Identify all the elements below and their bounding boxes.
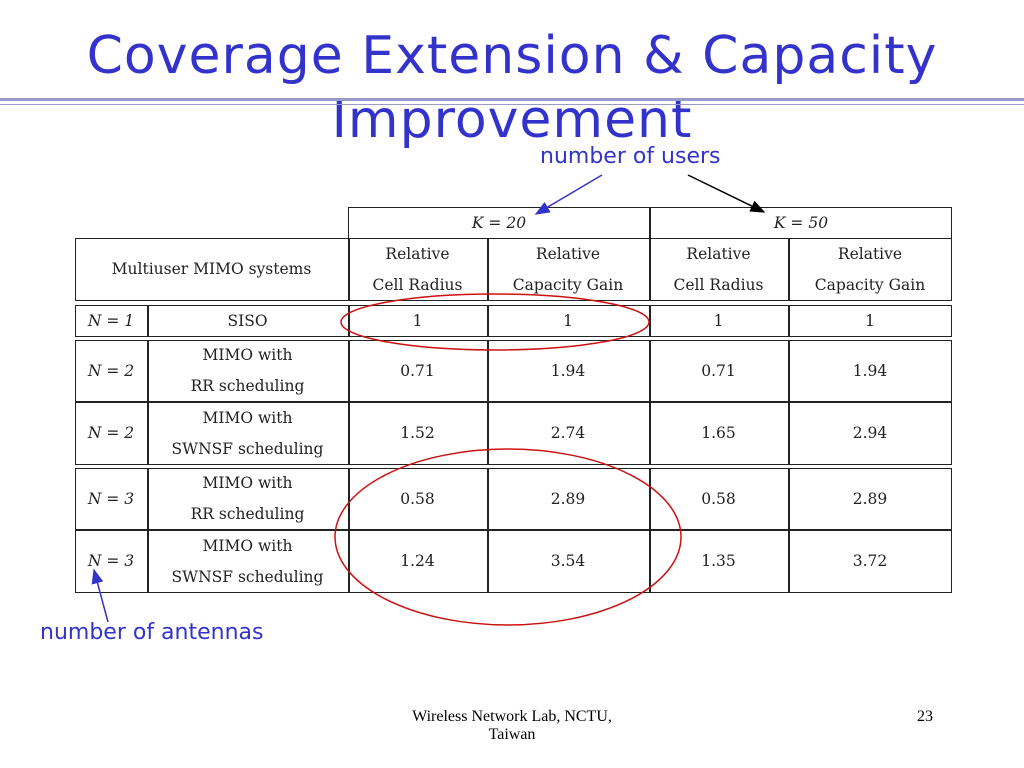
row5-value: 1.35: [701, 552, 736, 570]
col-header-line: Relative: [385, 244, 450, 263]
row-separator: [75, 529, 952, 531]
row3-system: MIMO with SWNSF scheduling: [147, 402, 348, 465]
system-line: SWNSF scheduling: [171, 567, 324, 586]
row-divider: [147, 305, 149, 337]
row-divider: [649, 340, 651, 465]
row5-n: N = 3: [87, 552, 135, 570]
row1-value: 1: [713, 311, 724, 330]
row1-n: N = 1: [87, 311, 135, 330]
col-header-line: Cell Radius: [673, 275, 764, 294]
col-header-k20-radius: Relative Cell Radius: [348, 238, 487, 301]
row-divider: [649, 305, 651, 337]
group-siso-box: [75, 305, 952, 337]
col-header-k50-gain: Relative Capacity Gain: [788, 238, 952, 301]
system-header: Multiuser MIMO systems: [111, 260, 312, 278]
row4-system: MIMO with RR scheduling: [147, 468, 348, 530]
col-header-line: Relative: [837, 244, 903, 263]
row5-value: 3.54: [550, 552, 586, 570]
system-line: SWNSF scheduling: [171, 439, 324, 458]
row-separator: [75, 401, 952, 403]
row4-value: 0.58: [701, 489, 736, 508]
row3-value: 1.52: [400, 424, 435, 442]
row3-value: 2.94: [852, 424, 888, 442]
col-header-line: Cell Radius: [372, 275, 463, 294]
row3-value: 2.74: [550, 424, 586, 442]
row1-value: 1: [563, 311, 573, 330]
title-divider-thick: [0, 98, 1024, 101]
row4-value: 2.89: [550, 489, 586, 508]
col-header-line: Relative: [535, 244, 601, 263]
row-divider: [487, 305, 489, 337]
header-divider-3: [649, 238, 651, 301]
k20-header: K = 20: [471, 213, 527, 232]
row-divider: [147, 340, 149, 465]
header-divider-1: [348, 238, 350, 301]
row1-value: 1: [865, 311, 875, 330]
row4-value: 2.89: [852, 489, 888, 508]
highlight-circle-n3: [334, 448, 682, 626]
system-line: RR scheduling: [190, 505, 305, 523]
col-header-line: Capacity Gain: [512, 275, 624, 294]
users-k50-arrow: [687, 174, 766, 213]
row2-value: 0.71: [400, 361, 435, 380]
row1-value: 1: [412, 311, 423, 330]
slide-title-line1: Coverage Extension & Capacity: [86, 26, 938, 86]
group-n2-box: [75, 340, 952, 465]
antennas-arrow: [91, 568, 109, 623]
row2-system: MIMO with RR scheduling: [147, 340, 348, 402]
row2-value: 1.94: [852, 361, 888, 380]
footer-credit: Wireless Network Lab, NCTU, Taiwan: [382, 708, 642, 744]
page-number: 23: [917, 708, 933, 725]
column-header-box: [75, 238, 952, 301]
row-divider: [788, 305, 790, 337]
row-divider: [348, 340, 350, 465]
row5-value: 3.72: [852, 552, 888, 570]
row5-value: 1.24: [400, 552, 435, 570]
row-divider: [147, 468, 149, 593]
group-n3-box: [75, 468, 952, 593]
row2-value: 1.94: [550, 361, 586, 380]
system-line: MIMO with: [202, 536, 293, 555]
users-k20-arrow: [534, 174, 603, 215]
row-divider: [487, 340, 489, 465]
k-header-divider: [649, 207, 651, 239]
row-divider: [649, 468, 651, 593]
footer-line1: Wireless Network Lab, NCTU,: [412, 708, 612, 725]
system-line: RR scheduling: [190, 377, 305, 395]
users-annotation: number of users: [540, 144, 721, 169]
col-header-line: Relative: [686, 244, 751, 263]
col-header-k20-gain: Relative Capacity Gain: [487, 238, 649, 301]
col-header-k50-radius: Relative Cell Radius: [649, 238, 788, 301]
row5-system: MIMO with SWNSF scheduling: [147, 530, 348, 593]
row3-value: 1.65: [701, 424, 736, 442]
highlight-circle-siso: [340, 293, 650, 351]
row2-value: 0.71: [701, 361, 736, 380]
row-divider: [788, 468, 790, 593]
row-divider: [788, 340, 790, 465]
title-divider-thin: [0, 104, 1024, 105]
row4-n: N = 3: [87, 489, 135, 508]
row2-n: N = 2: [87, 361, 135, 380]
antennas-annotation: number of antennas: [40, 620, 264, 645]
row-divider: [348, 468, 350, 593]
row-divider: [348, 305, 350, 337]
header-divider-4: [788, 238, 790, 301]
system-line: MIMO with: [202, 408, 293, 427]
system-line: MIMO with: [202, 346, 293, 364]
system-line: MIMO with: [202, 474, 293, 492]
row3-n: N = 2: [87, 424, 135, 442]
header-divider-2: [487, 238, 489, 301]
k50-header: K = 50: [773, 213, 829, 232]
footer-line2: Taiwan: [488, 726, 536, 743]
row-divider: [487, 468, 489, 593]
col-header-line: Capacity Gain: [814, 275, 926, 294]
row1-system: SISO: [227, 311, 268, 330]
row4-value: 0.58: [400, 489, 435, 508]
